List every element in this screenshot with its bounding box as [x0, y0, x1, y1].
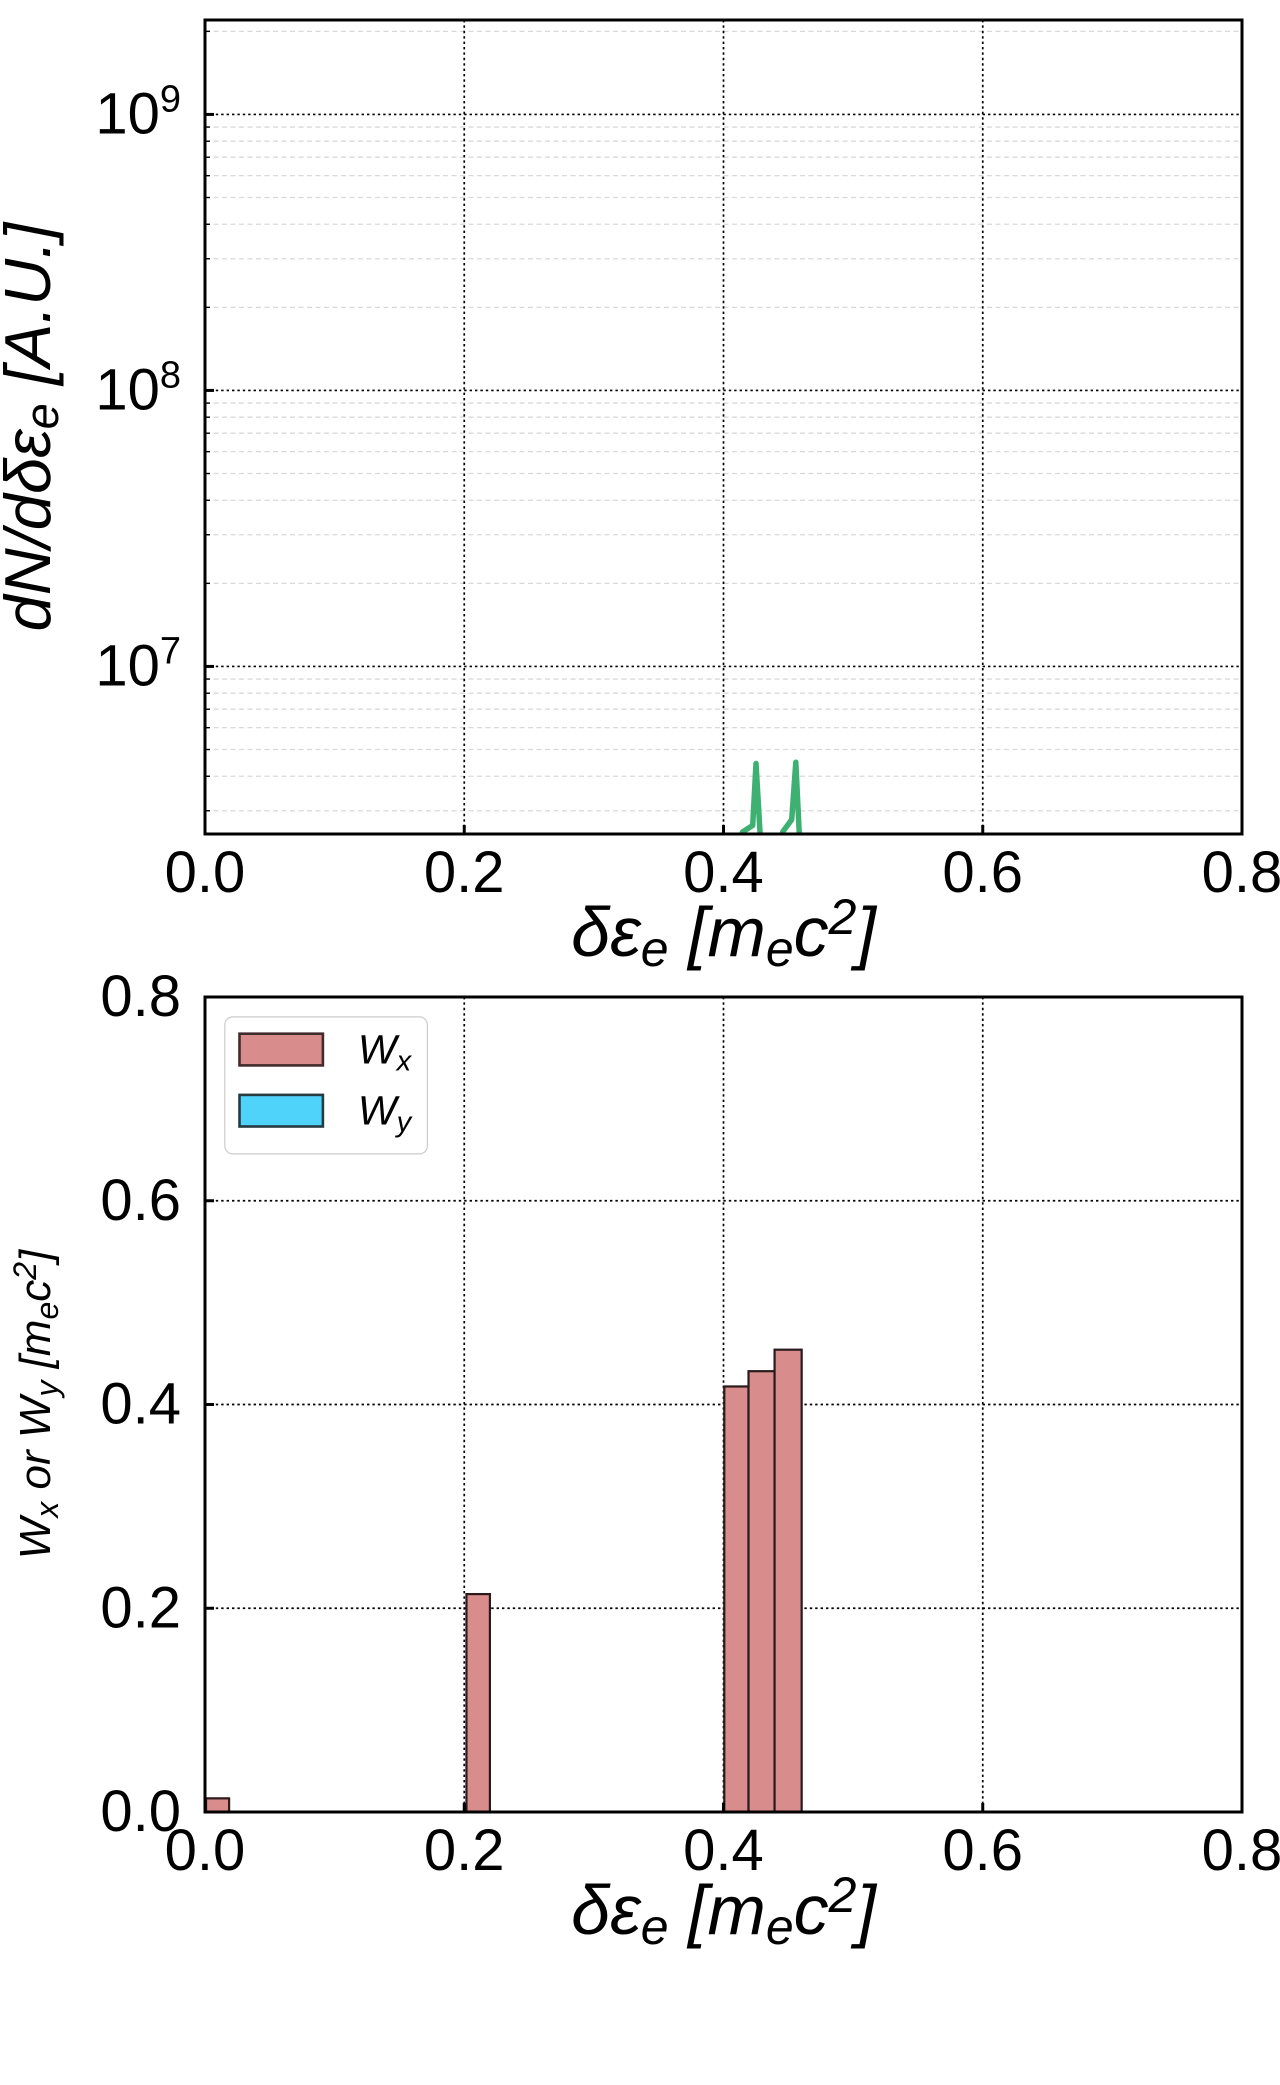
svg-text:0.6: 0.6	[942, 840, 1023, 905]
svg-text:0.0: 0.0	[165, 840, 246, 905]
svg-text:0.2: 0.2	[424, 1818, 505, 1883]
svg-text:0.6: 0.6	[100, 1168, 181, 1233]
svg-text:0.2: 0.2	[100, 1575, 181, 1640]
svg-text:0.6: 0.6	[942, 1818, 1023, 1883]
svg-text:0.0: 0.0	[100, 1779, 181, 1844]
svg-text:0.8: 0.8	[1202, 1818, 1280, 1883]
svg-text:0.8: 0.8	[1202, 840, 1280, 905]
svg-text:0.2: 0.2	[424, 840, 505, 905]
svg-text:0.8: 0.8	[100, 964, 181, 1029]
svg-text:0.4: 0.4	[100, 1372, 181, 1437]
